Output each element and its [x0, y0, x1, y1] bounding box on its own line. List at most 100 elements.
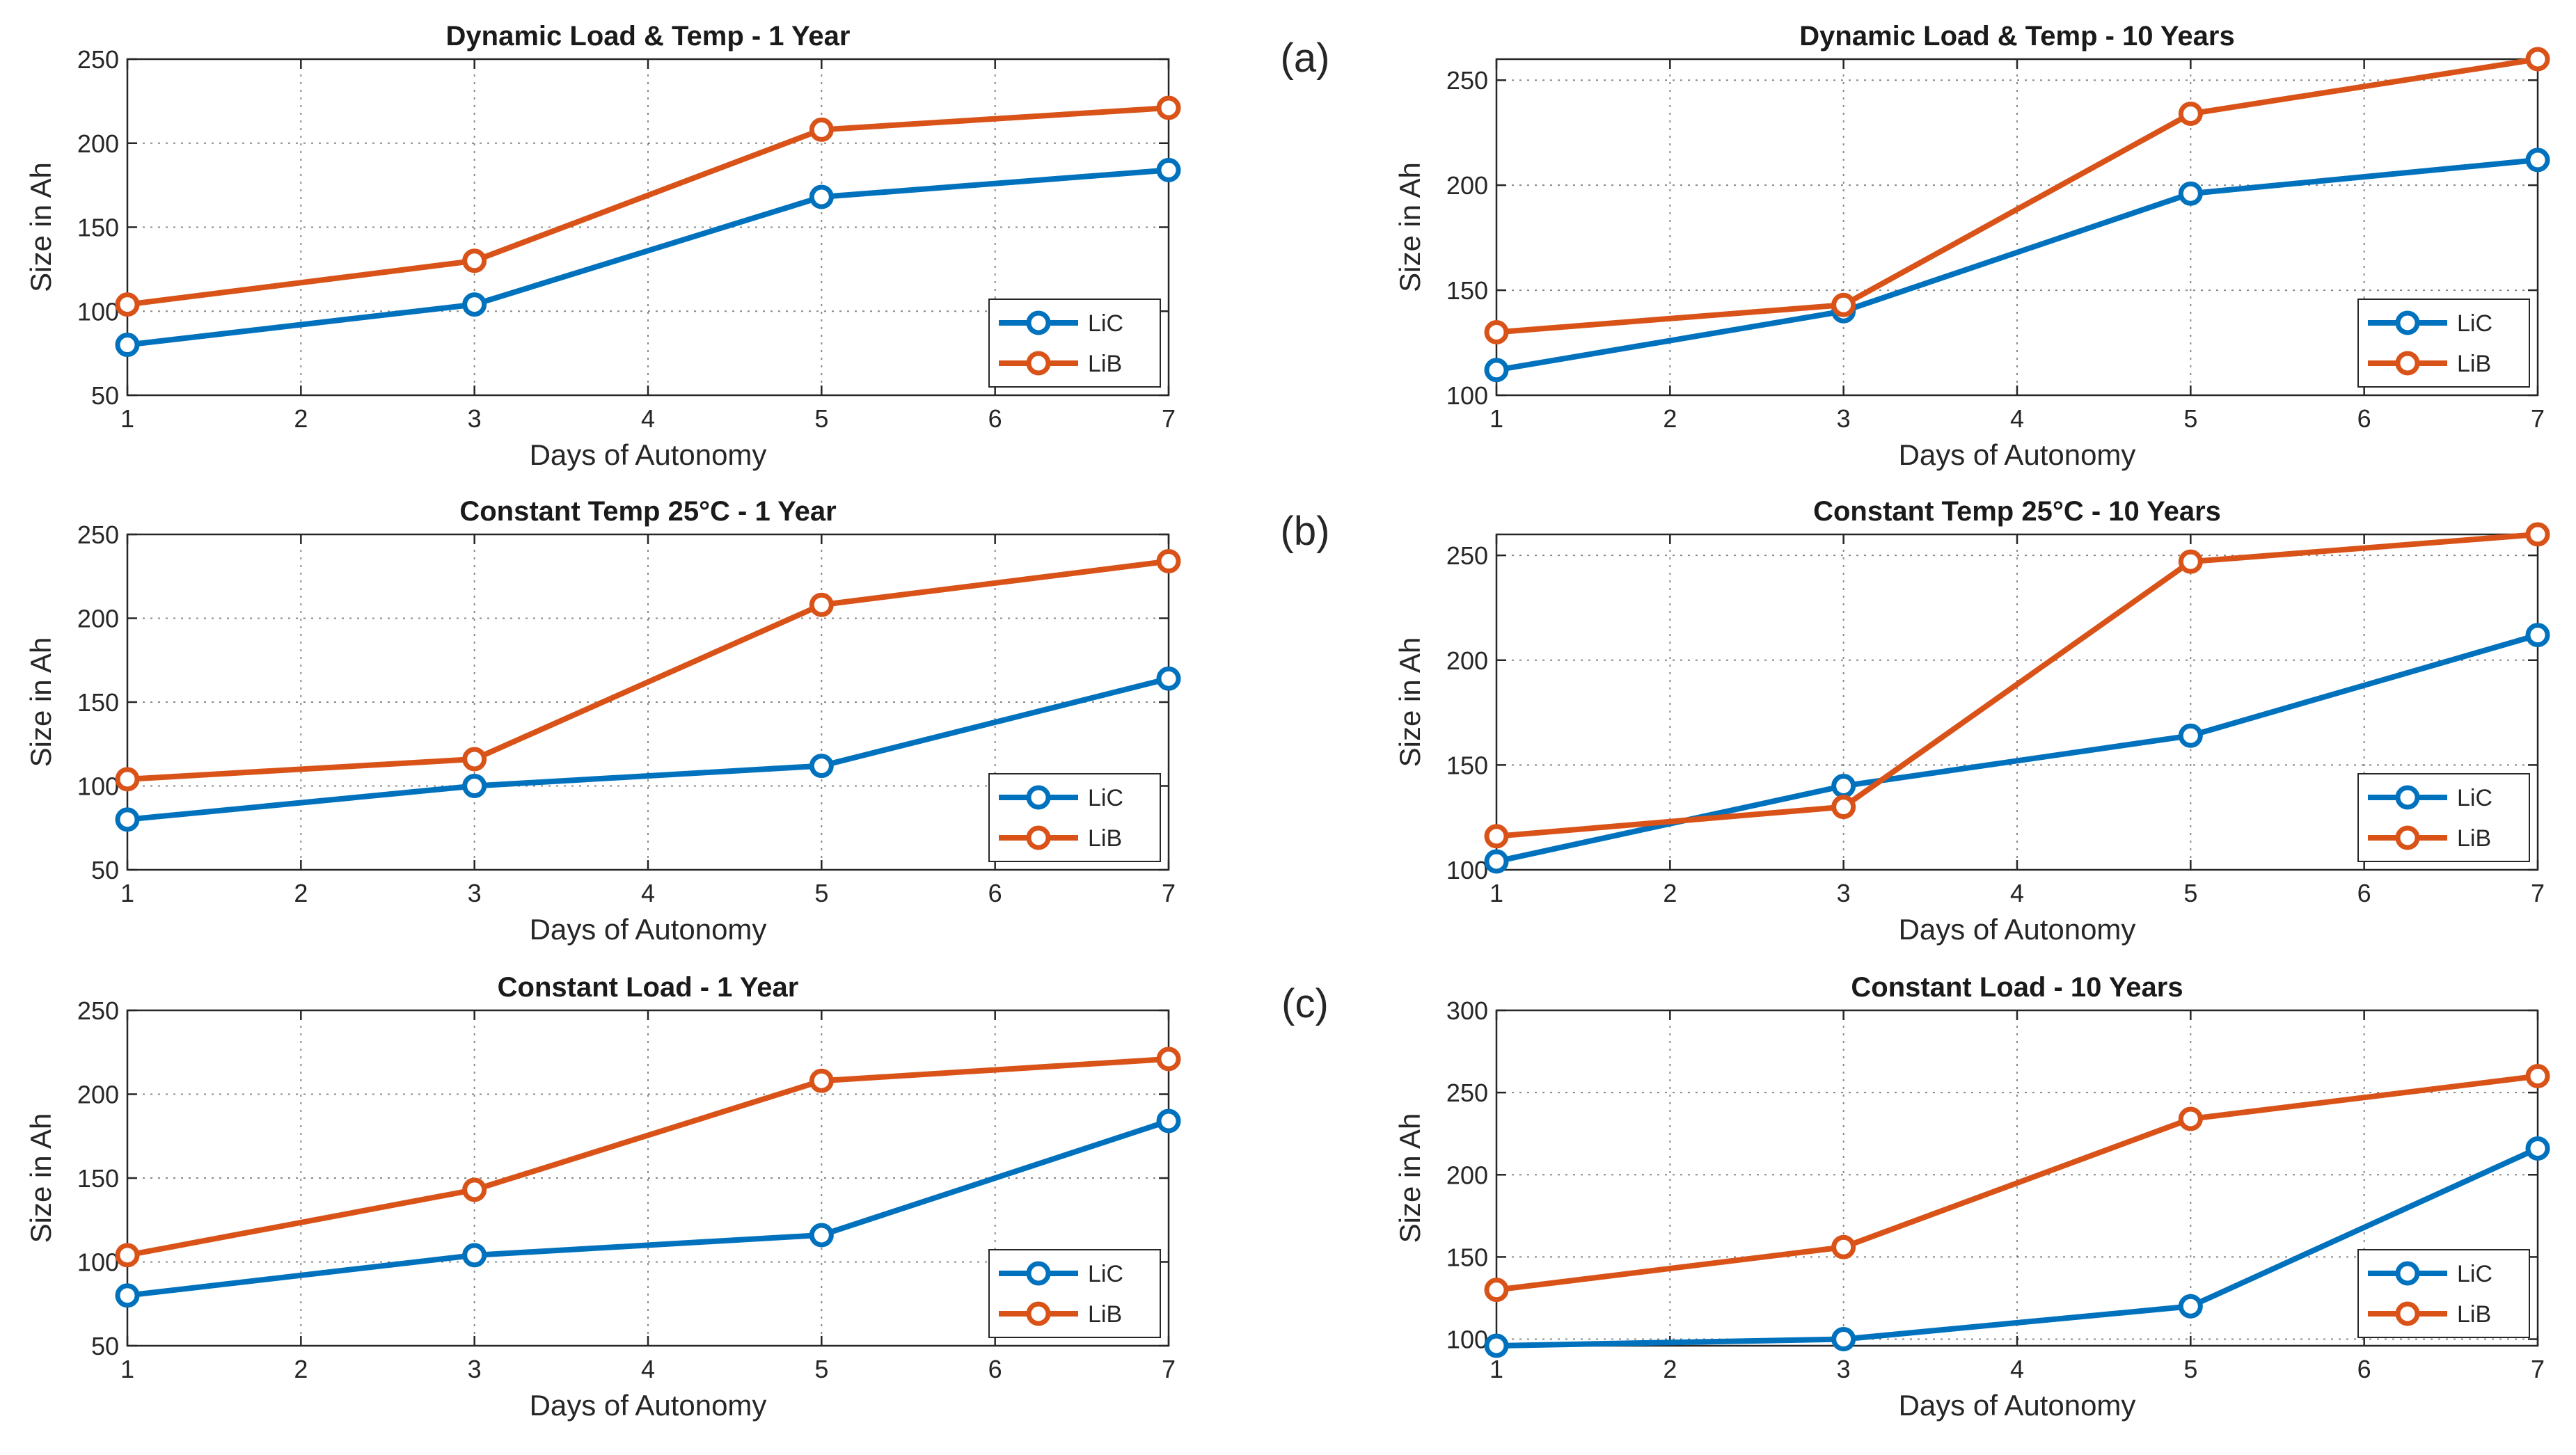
data-point-lib	[1831, 795, 1856, 820]
data-point-lic	[462, 774, 487, 798]
x-tick-label: 7	[1162, 404, 1176, 433]
y-tick-label: 250	[77, 45, 119, 74]
x-tick-label: 5	[814, 1355, 828, 1383]
x-tick-label: 6	[988, 404, 1002, 433]
y-tick-label: 300	[1446, 996, 1488, 1025]
x-tick-label: 3	[468, 879, 482, 907]
legend-marker-lib	[1026, 1301, 1051, 1326]
y-tick-label: 150	[77, 1164, 119, 1193]
y-tick-label: 150	[77, 214, 119, 242]
legend: LiC LiB	[988, 773, 1161, 862]
chart-title: Constant Temp 25°C - 1 Year	[459, 496, 836, 527]
data-point-lib	[809, 592, 834, 617]
y-axis-label: Size in Ah	[1393, 162, 1426, 292]
legend-box	[988, 773, 1161, 862]
legend-label-lic: LiC	[2457, 310, 2492, 337]
legend-marker-lic	[1026, 310, 1051, 335]
legend-box	[988, 1249, 1161, 1338]
x-tick-label: 1	[120, 879, 134, 907]
x-tick-label: 7	[2531, 879, 2545, 907]
y-axis-label: Size in Ah	[24, 162, 57, 292]
x-tick-label: 2	[294, 1355, 308, 1383]
series-line-lib	[1496, 532, 2538, 839]
y-tick-label: 50	[91, 856, 119, 884]
x-tick-label: 6	[2357, 879, 2371, 907]
x-tick-label: 4	[2010, 1355, 2024, 1383]
x-tick-label: 5	[2183, 879, 2197, 907]
data-point-lib	[2525, 47, 2550, 72]
legend-box	[2357, 299, 2530, 388]
data-point-lic	[462, 292, 487, 317]
x-tick-label: 1	[1490, 879, 1503, 907]
x-tick-label: 7	[1162, 879, 1176, 907]
data-point-lic	[2525, 1136, 2550, 1161]
x-tick-label: 2	[1663, 404, 1677, 433]
data-point-lib	[1831, 292, 1856, 317]
legend-marker-lic	[2395, 785, 2420, 810]
chart-5: 1 2 3 4 5 6 7 50 100 150 200 250 Constant Load - 1 Y…	[24, 972, 1181, 1422]
legend-label-lic: LiC	[1088, 785, 1123, 811]
data-point-lic	[2178, 181, 2203, 206]
y-axis-label: Size in Ah	[24, 1113, 57, 1243]
data-point-lic	[1156, 157, 1181, 182]
data-point-lic	[1831, 1327, 1856, 1352]
y-axis-label: Size in Ah	[1393, 1113, 1426, 1243]
x-tick-label: 4	[2010, 879, 2024, 907]
legend-box	[2357, 1249, 2530, 1338]
x-axis-label: Days of Autonomy	[530, 438, 767, 471]
data-point-lib	[1484, 824, 1509, 849]
legend-box	[988, 299, 1161, 388]
chart-title: Constant Temp 25°C - 10 Years	[1813, 496, 2221, 527]
data-point-lic	[2178, 723, 2203, 748]
x-tick-label: 4	[641, 404, 655, 433]
y-tick-label: 150	[77, 688, 119, 717]
x-tick-label: 1	[1490, 404, 1503, 433]
x-tick-label: 3	[1837, 879, 1851, 907]
legend-label-lib: LiB	[2457, 1301, 2491, 1328]
data-point-lic	[2178, 1294, 2203, 1319]
data-point-lib	[1831, 1234, 1856, 1259]
y-tick-label: 250	[1446, 66, 1488, 95]
data-point-lic	[1484, 849, 1509, 874]
data-point-lib	[1484, 1278, 1509, 1303]
y-tick-label: 200	[1446, 646, 1488, 675]
legend-label-lic: LiC	[1088, 1261, 1123, 1287]
chart-4: 1 2 3 4 5 6 7 100 150 200 250 Constant Temp 25°C - …	[1393, 496, 2550, 946]
x-tick-label: 6	[988, 879, 1002, 907]
x-axis-label: Days of Autonomy	[530, 913, 767, 946]
data-point-lib	[2525, 1064, 2550, 1089]
y-tick-label: 250	[1446, 541, 1488, 570]
legend-marker-lib	[2395, 825, 2420, 850]
series-line-lic	[127, 167, 1169, 348]
y-tick-label: 50	[91, 1332, 119, 1360]
legend-marker-lic	[2395, 1261, 2420, 1286]
data-point-lib	[462, 1177, 487, 1202]
data-point-lic	[115, 1283, 140, 1308]
legend-marker-lib	[2395, 1301, 2420, 1326]
panel-label-a: (a)	[1281, 35, 1330, 81]
x-tick-label: 3	[468, 1355, 482, 1383]
x-tick-label: 2	[1663, 1355, 1677, 1383]
series-line-lic	[1496, 1145, 2539, 1349]
x-tick-label: 3	[1837, 404, 1851, 433]
data-point-lic	[809, 754, 834, 779]
x-tick-label: 5	[2183, 404, 2197, 433]
series-line-lic	[1496, 157, 2538, 373]
y-tick-label: 150	[1446, 276, 1488, 305]
data-point-lib	[462, 747, 487, 772]
y-tick-label: 250	[1446, 1079, 1488, 1107]
y-tick-label: 200	[1446, 1161, 1488, 1189]
x-tick-label: 7	[2531, 404, 2545, 433]
data-point-lic	[809, 184, 834, 209]
legend-marker-lib	[1026, 351, 1051, 376]
series-line-lib	[1496, 1073, 2538, 1293]
y-tick-label: 50	[91, 381, 119, 410]
x-tick-label: 4	[641, 1355, 655, 1383]
legend-label-lib: LiB	[1088, 825, 1122, 852]
data-point-lib	[2178, 101, 2203, 126]
x-tick-label: 5	[814, 879, 828, 907]
data-point-lib	[2525, 522, 2550, 547]
x-tick-label: 6	[988, 1355, 1002, 1383]
legend: LiC LiB	[2357, 773, 2530, 862]
